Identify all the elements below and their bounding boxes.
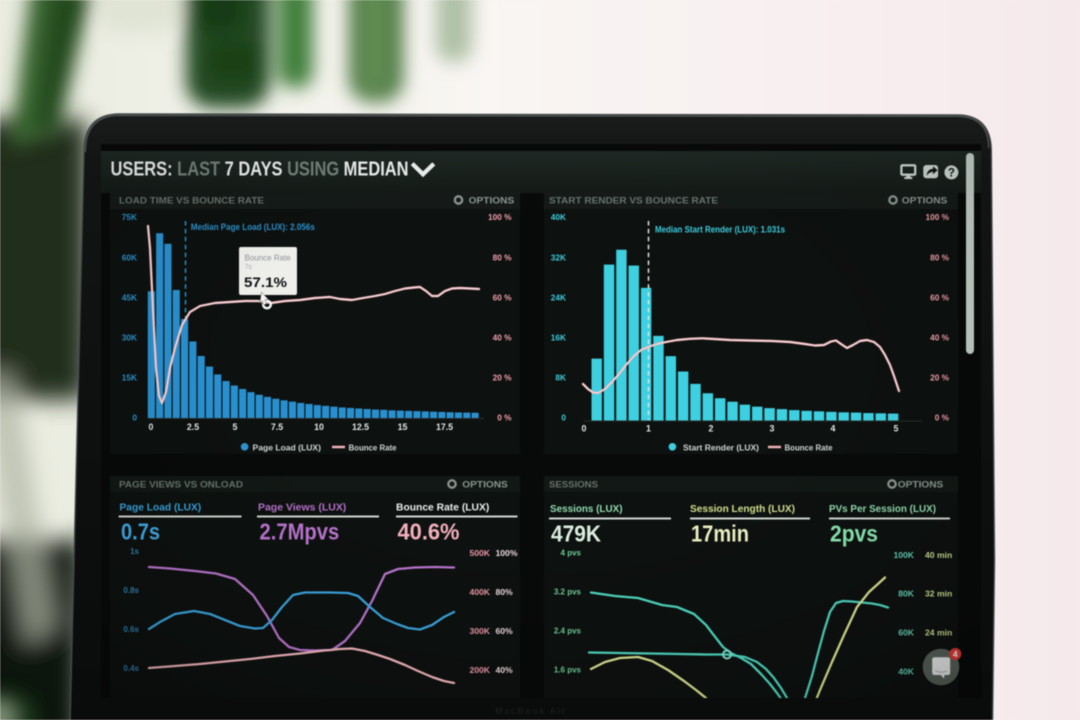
svg-text:MacBook Air: MacBook Air (495, 706, 566, 716)
